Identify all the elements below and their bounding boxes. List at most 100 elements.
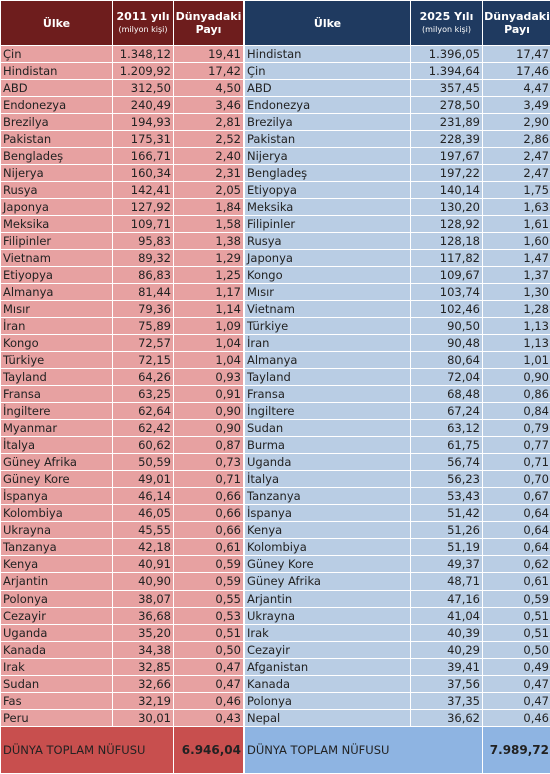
share: 0,50 [173, 640, 244, 659]
country: Japonya [244, 249, 411, 268]
population: 175,31 [112, 130, 174, 149]
row: Çin 1.394,64 17,46 [244, 62, 550, 81]
population: 32,66 [112, 674, 174, 693]
header-country: Ülke [244, 0, 411, 46]
country: Kongo [244, 266, 411, 285]
country: Tayland [0, 368, 113, 387]
row: İtalya 60,62 0,87 [0, 436, 244, 455]
share: 0,47 [482, 691, 550, 710]
country: İran [0, 317, 113, 336]
row: Türkiye 90,50 1,13 [244, 317, 550, 336]
population: 140,14 [410, 181, 483, 200]
country: İran [244, 334, 411, 353]
population: 62,64 [112, 402, 174, 421]
country: Güney Kore [0, 470, 113, 489]
unit: (milyon kişi) [118, 25, 168, 34]
row: Brezilya 194,93 2,81 [0, 113, 244, 132]
population: 37,35 [410, 691, 483, 710]
share: 1,04 [173, 351, 244, 370]
row: Brezilya 231,89 2,90 [244, 113, 550, 132]
country: Rusya [0, 181, 113, 200]
row: Polonya 37,35 0,47 [244, 691, 550, 710]
country: Filipinler [244, 215, 411, 234]
row: Endonezya 278,50 3,49 [244, 96, 550, 115]
population: 197,22 [410, 164, 483, 183]
population: 103,74 [410, 283, 483, 302]
row: Kongo 109,67 1,37 [244, 266, 550, 285]
share: 0,91 [173, 385, 244, 404]
row: Nijerya 160,34 2,31 [0, 164, 244, 183]
population: 127,92 [112, 198, 174, 217]
row: Kanada 34,38 0,50 [0, 640, 244, 659]
row: Rusya 142,41 2,05 [0, 181, 244, 200]
row: Polonya 38,07 0,55 [0, 589, 244, 608]
share: 0,73 [173, 453, 244, 472]
country: Irak [0, 657, 113, 676]
share: 1,13 [482, 334, 550, 353]
country: Rusya [244, 232, 411, 251]
country: Polonya [244, 691, 411, 710]
year: 2025 Yılı [419, 10, 474, 23]
country: İspanya [244, 504, 411, 523]
share: 0,59 [482, 589, 550, 608]
population: 51,19 [410, 538, 483, 557]
country: Etiyopya [244, 181, 411, 200]
country: Mısır [244, 283, 411, 302]
share: 2,90 [482, 113, 550, 132]
row: Kongo 72,57 1,04 [0, 334, 244, 353]
country: Uganda [244, 453, 411, 472]
share: 0,51 [482, 623, 550, 642]
share: 0,59 [173, 555, 244, 574]
share: 0,47 [173, 674, 244, 693]
row: Vietnam 102,46 1,28 [244, 300, 550, 319]
share: 1,60 [482, 232, 550, 251]
population: 72,15 [112, 351, 174, 370]
share: 2,47 [482, 147, 550, 166]
population: 40,39 [410, 623, 483, 642]
row: Kolombiya 46,05 0,66 [0, 504, 244, 523]
country: Hindistan [244, 44, 411, 64]
row: Ukrayna 41,04 0,51 [244, 606, 550, 625]
population: 72,57 [112, 334, 174, 353]
country: Uganda [0, 623, 113, 642]
share: 1,14 [173, 300, 244, 319]
row: İspanya 46,14 0,66 [0, 487, 244, 506]
share: 0,66 [173, 487, 244, 506]
share: 1,04 [173, 334, 244, 353]
total-label: DÜNYA TOPLAM NÜFUSU [0, 725, 174, 774]
row: ABD 312,50 4,50 [0, 79, 244, 98]
population: 240,49 [112, 96, 174, 115]
country: Cezayir [0, 606, 113, 625]
population: 117,82 [410, 249, 483, 268]
country: Kolombiya [244, 538, 411, 557]
population: 62,42 [112, 419, 174, 438]
country: Nepal [244, 708, 411, 727]
row: Peru 30,01 0,43 [0, 708, 244, 727]
share: 1,01 [482, 351, 550, 370]
share: 0,90 [482, 368, 550, 387]
country: Ukrayna [244, 606, 411, 625]
population: 278,50 [410, 96, 483, 115]
population: 51,42 [410, 504, 483, 523]
share: 0,66 [173, 521, 244, 540]
population: 1.396,05 [410, 44, 483, 64]
country: Meksika [244, 198, 411, 217]
share: 0,49 [482, 657, 550, 676]
row: Güney Kore 49,01 0,71 [0, 470, 244, 489]
population: 56,74 [410, 453, 483, 472]
population: 89,32 [112, 249, 174, 268]
year: 2011 yılı [116, 10, 170, 23]
country: Endonezya [244, 96, 411, 115]
country: Irak [244, 623, 411, 642]
population: 81,44 [112, 283, 174, 302]
header-year: 2025 Yılı (milyon kişi) [410, 0, 483, 46]
row: Fas 32,19 0,46 [0, 691, 244, 710]
row: Ukrayna 45,55 0,66 [0, 521, 244, 540]
row: Almanya 81,44 1,17 [0, 283, 244, 302]
row: Bengladeş 166,71 2,40 [0, 147, 244, 166]
share: 1,84 [173, 198, 244, 217]
share: 17,47 [482, 44, 550, 64]
share: 1,38 [173, 232, 244, 251]
share: 0,84 [482, 402, 550, 421]
row: Filipinler 95,83 1,38 [0, 232, 244, 251]
